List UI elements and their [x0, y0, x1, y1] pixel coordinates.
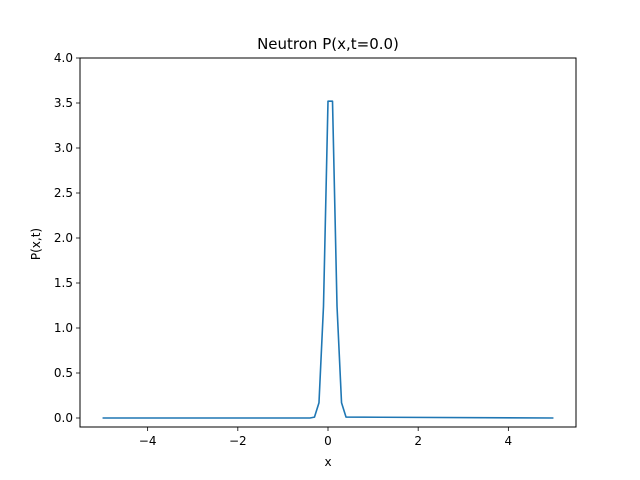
- y-tick-label: 1.5: [54, 276, 73, 290]
- y-axis-label: P(x,t): [29, 228, 43, 260]
- x-tick-label: 0: [324, 434, 332, 448]
- y-tick-label: 0.5: [54, 366, 73, 380]
- y-tick-label: 1.0: [54, 321, 73, 335]
- y-tick-label: 2.5: [54, 186, 73, 200]
- y-tick-label: 3.0: [54, 141, 73, 155]
- x-tick-label: −4: [139, 434, 157, 448]
- x-axis-label: x: [324, 455, 331, 469]
- x-tick-label: 2: [414, 434, 422, 448]
- x-tick-label: 4: [505, 434, 513, 448]
- y-tick-label: 2.0: [54, 231, 73, 245]
- plot-area: [102, 100, 554, 419]
- x-tick-label: −2: [229, 434, 247, 448]
- y-tick-label: 3.5: [54, 96, 73, 110]
- y-tick-label: 4.0: [54, 51, 73, 65]
- y-axis: 0.0 0.5 1.0 1.5 2.0 2.5 3.0 3.5 4.0: [54, 51, 80, 425]
- y-tick-label: 0.0: [54, 411, 73, 425]
- x-axis: −4 −2 0 2 4: [139, 427, 512, 448]
- plot-frame: [79, 57, 577, 428]
- series-line: [102, 100, 554, 419]
- chart-title: Neutron P(x,t=0.0): [257, 35, 399, 53]
